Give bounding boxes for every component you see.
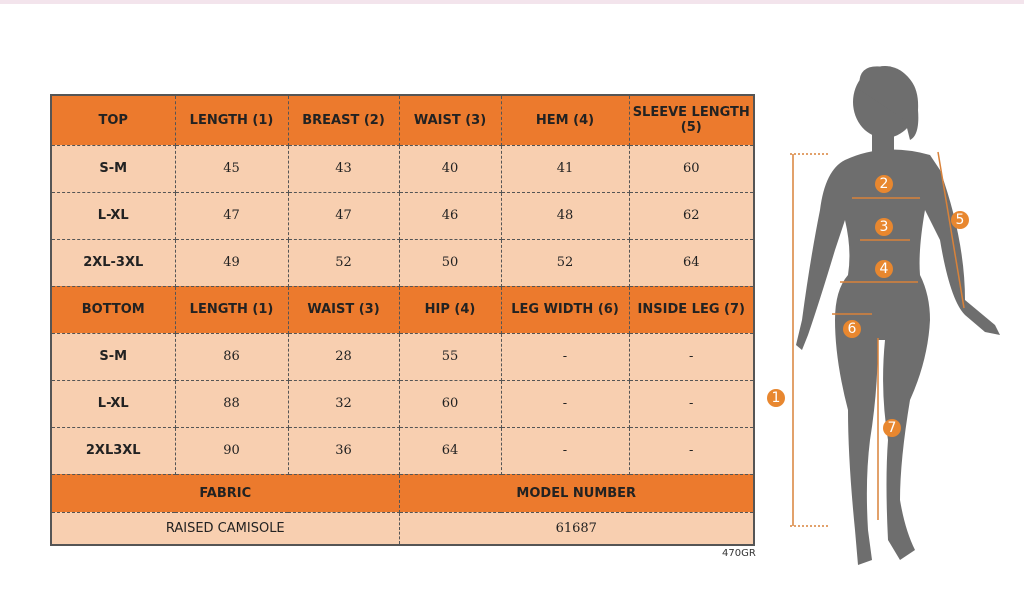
table-cell: L-XL: [50, 191, 176, 240]
table-cell: 52: [500, 238, 630, 287]
table-cell: L-XL: [50, 379, 176, 428]
marker-label: 2: [880, 176, 889, 192]
table-cell: 60: [398, 379, 502, 428]
table-cell: 62: [628, 191, 755, 240]
table-cell: 64: [398, 426, 502, 475]
code: 470GR: [722, 548, 756, 559]
silhouette: [796, 66, 1000, 565]
table-cell: INSIDE LEG (7): [628, 285, 755, 334]
table-cell: 36: [287, 426, 400, 475]
table-cell: S-M: [50, 144, 176, 193]
table-cell: HIP (4): [398, 285, 502, 334]
table-cell: BREAST (2): [287, 94, 400, 146]
table-cell: 61687: [398, 511, 755, 546]
table-cell: FABRIC: [50, 473, 400, 513]
marker-label: 6: [848, 321, 857, 337]
table-cell: WAIST (3): [287, 285, 400, 334]
table-row: L-XL 88 32 60- -: [50, 379, 755, 428]
table-cell: 49: [174, 238, 289, 287]
table-cell: LENGTH (1): [174, 285, 289, 334]
table-cell: -: [500, 379, 630, 428]
measure-lines: [790, 151, 965, 527]
marker-label: 1: [772, 390, 781, 406]
table-cell: 28: [287, 332, 400, 381]
table-cell: 47: [287, 191, 400, 240]
table-cell: 40: [398, 144, 502, 193]
table-cell: 86: [174, 332, 289, 381]
table-cell: TOP: [50, 94, 176, 146]
table-cell: 47: [174, 191, 289, 240]
table-cell: WAIST (3): [398, 94, 502, 146]
table-cell: SLEEVE LENGTH (5): [628, 94, 755, 146]
table-cell: MODEL NUMBER: [398, 473, 755, 513]
table-cell: -: [628, 332, 755, 381]
marker-label: 7: [888, 420, 897, 436]
table-cell: -: [500, 426, 630, 475]
table-cell: 55: [398, 332, 502, 381]
table-row: 2XL3XL 90 36 64- -: [50, 426, 755, 475]
table-cell: 48: [500, 191, 630, 240]
table-cell: S-M: [50, 332, 176, 381]
table-row: RAISED CAMISOLE 61687: [50, 511, 755, 546]
marker-circle: [843, 320, 861, 338]
table-cell: 41: [500, 144, 630, 193]
marker-circle: [875, 175, 893, 193]
table-cell: 43: [287, 144, 400, 193]
table-row: TOP LENGTH (1) BREAST (2) WAIST (3) HEM (4) S…: [50, 94, 755, 146]
marker-label: 4: [880, 261, 889, 277]
table-cell: LENGTH (1): [174, 94, 289, 146]
table-cell: 90: [174, 426, 289, 475]
marker-label: 5: [956, 212, 965, 228]
table-cell: RAISED CAMISOLE: [50, 511, 400, 546]
table-cell: -: [628, 426, 755, 475]
table-cell: 88: [174, 379, 289, 428]
marker-circle: [883, 419, 901, 437]
measure-line: [937, 151, 965, 309]
body-diagram: 1 2 3 4 5 6 7: [767, 66, 1000, 565]
table-cell: 52: [287, 238, 400, 287]
marker-circle: [951, 211, 969, 229]
table-cell: HEM (4): [500, 94, 630, 146]
table-cell: -: [628, 379, 755, 428]
table-row: S-M 86 28 55- -: [50, 332, 755, 381]
table-row: FABRIC MODEL NUMBER: [50, 473, 755, 513]
table-cell: 45: [174, 144, 289, 193]
table-row: BOTTOM LENGTH (1) WAIST (3) HIP (4) LEG WIDT…: [50, 285, 755, 334]
table-cell: LEG WIDTH (6): [500, 285, 630, 334]
table-cell: 2XL3XL: [50, 426, 176, 475]
table-cell: 46: [398, 191, 502, 240]
table-row: S-M 45 43 40 41 60: [50, 144, 755, 193]
table-cell: 50: [398, 238, 502, 287]
marker-circle: [875, 218, 893, 236]
table-cell: BOTTOM: [50, 285, 176, 334]
marker-circle: [767, 389, 785, 407]
top-line: [0, 0, 1024, 4]
table-cell: 60: [628, 144, 755, 193]
marker-circle: [875, 260, 893, 278]
table-row: 2XL-3XL 49 52 50 52 64: [50, 238, 755, 287]
size-table: TOP LENGTH (1) BREAST (2) WAIST (3) HEM (4) S…: [50, 94, 755, 546]
marker-label: 3: [880, 219, 889, 235]
table-cell: 64: [628, 238, 755, 287]
table-cell: -: [500, 332, 630, 381]
table-cell: 2XL-3XL: [50, 238, 176, 287]
table-row: L-XL 47 47 46 48 62: [50, 191, 755, 240]
table-cell: 32: [287, 379, 400, 428]
